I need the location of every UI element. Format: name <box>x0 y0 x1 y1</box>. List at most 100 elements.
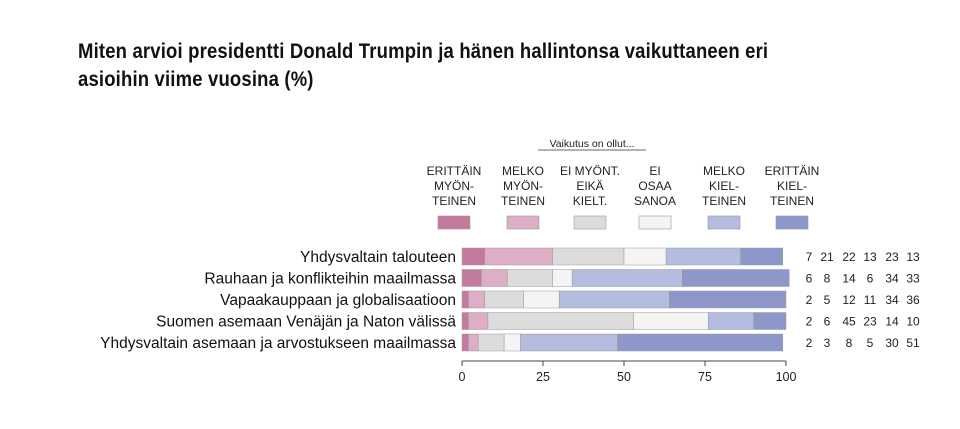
legend-label-line: MELKO <box>703 164 745 178</box>
data-value-label: 6 <box>806 272 813 286</box>
value-row: 7 21 22 13 23 13 <box>806 250 920 264</box>
legend-label-line: ERITTÄIN <box>765 164 820 178</box>
bar-row: Suomen asemaan Venäjän ja Naton välissä <box>156 312 787 331</box>
legend-label-line: EIKÄ <box>576 179 603 193</box>
value-columns: 7 21 22 13 23 136 8 14 6 34 332 5 12 11 34 362 6 45 23 14 10… <box>806 250 920 350</box>
data-value-label: 6 <box>824 315 831 329</box>
category-label: Yhdysvaltain asemaan ja arvostukseen maa… <box>100 335 456 352</box>
bar-row: Yhdysvaltain talouteen <box>300 247 784 266</box>
data-value-label: 34 <box>885 293 899 307</box>
bar-segment <box>552 269 573 287</box>
data-value-label: 21 <box>820 250 834 264</box>
legend-label-line: ERITTÄIN <box>427 164 482 178</box>
x-tick-label: 25 <box>536 370 550 384</box>
bar-segment <box>753 312 787 330</box>
data-value-label: 14 <box>885 315 899 329</box>
bar-segment <box>487 312 634 330</box>
data-value-label: 36 <box>906 293 920 307</box>
legend-label-line: TEINEN <box>702 194 746 208</box>
legend-label-line: TEINEN <box>432 194 476 208</box>
value-row: 2 3 8 5 30 51 <box>806 336 920 350</box>
data-value-label: 13 <box>863 250 877 264</box>
category-label: Suomen asemaan Venäjän ja Naton välissä <box>156 314 456 331</box>
data-value-label: 3 <box>824 336 831 350</box>
bar-segment <box>520 333 618 352</box>
category-label: Vapaakauppaan ja globalisaatioon <box>220 292 456 309</box>
data-value-label: 2 <box>806 315 813 329</box>
legend: Vaikutus on ollut...ERITTÄINMYÖN-TEINENM… <box>427 138 820 230</box>
value-row: 2 6 45 23 14 10 <box>806 315 920 329</box>
value-row: 2 5 12 11 34 36 <box>806 293 920 307</box>
category-label: Yhdysvaltain talouteen <box>300 249 456 266</box>
data-value-label: 12 <box>842 293 856 307</box>
bar-segment <box>468 333 479 352</box>
bar-segment <box>461 290 469 309</box>
legend-label-line: OSAA <box>638 179 671 193</box>
data-value-label: 7 <box>806 250 813 264</box>
chart-title: Miten arvioi presidentti Donald Trumpin … <box>78 40 769 91</box>
data-value-label: 2 <box>806 336 813 350</box>
bar-segment <box>558 290 670 309</box>
legend-label-line: KIELT. <box>573 194 607 208</box>
x-tick-label: 0 <box>459 370 466 384</box>
bar-segment <box>623 247 667 266</box>
bar-segment <box>484 247 553 266</box>
category-label: Rauhaan ja konflikteihin maailmassa <box>204 271 456 288</box>
x-axis: 0 25 50 75 100 <box>459 360 796 384</box>
legend-label-line: MYÖN- <box>434 179 474 193</box>
data-value-label: 11 <box>864 293 877 307</box>
legend-label-line: KIEL- <box>709 179 739 193</box>
data-value-label: 22 <box>842 250 856 264</box>
data-value-label: 10 <box>906 315 920 329</box>
bar-row: Yhdysvaltain asemaan ja arvostukseen maa… <box>100 333 784 352</box>
bar-segment <box>682 269 790 287</box>
bar-segment <box>461 269 482 287</box>
bar-segment <box>552 247 625 266</box>
data-value-label: 34 <box>885 272 899 286</box>
data-value-label: 30 <box>885 336 899 350</box>
bar-row: Vapaakauppaan ja globalisaatioon <box>220 290 787 309</box>
legend-title: Vaikutus on ollut... <box>549 138 634 150</box>
bar-segment <box>740 247 784 266</box>
data-value-label: 23 <box>863 315 877 329</box>
legend-swatch <box>775 215 809 230</box>
legend-label-line: SANOA <box>634 194 676 208</box>
legend-label-line: TEINEN <box>770 194 814 208</box>
bar-segment <box>468 312 489 330</box>
bar-segment <box>665 247 741 266</box>
data-value-label: 45 <box>842 315 856 329</box>
legend-swatch <box>707 215 741 230</box>
data-value-label: 8 <box>824 272 831 286</box>
bar-segment <box>468 290 485 309</box>
bar-segment <box>617 333 784 352</box>
bar-segment <box>461 333 469 352</box>
x-tick-label: 75 <box>698 370 712 384</box>
data-value-label: 51 <box>906 336 920 350</box>
legend-swatch <box>506 215 540 230</box>
bar-segment <box>484 290 524 309</box>
data-value-label: 23 <box>885 250 899 264</box>
bar-segment <box>461 247 485 266</box>
data-value-label: 14 <box>842 272 856 286</box>
bar-segment <box>633 312 709 330</box>
data-value-label: 8 <box>846 336 853 350</box>
data-value-label: 5 <box>824 293 831 307</box>
data-value-label: 33 <box>906 272 920 286</box>
data-value-label: 6 <box>867 272 874 286</box>
bar-segment <box>461 312 469 330</box>
bar-segment <box>707 312 754 330</box>
x-tick-label: 50 <box>617 370 631 384</box>
legend-label-line: MYÖN- <box>503 179 543 193</box>
bar-row: Rauhaan ja konflikteihin maailmassa <box>204 269 790 288</box>
bar-segment <box>669 290 787 309</box>
legend-label-line: TEINEN <box>501 194 545 208</box>
legend-label-line: EI <box>649 164 660 178</box>
legend-swatch <box>638 215 672 230</box>
legend-label-line: KIEL- <box>777 179 807 193</box>
